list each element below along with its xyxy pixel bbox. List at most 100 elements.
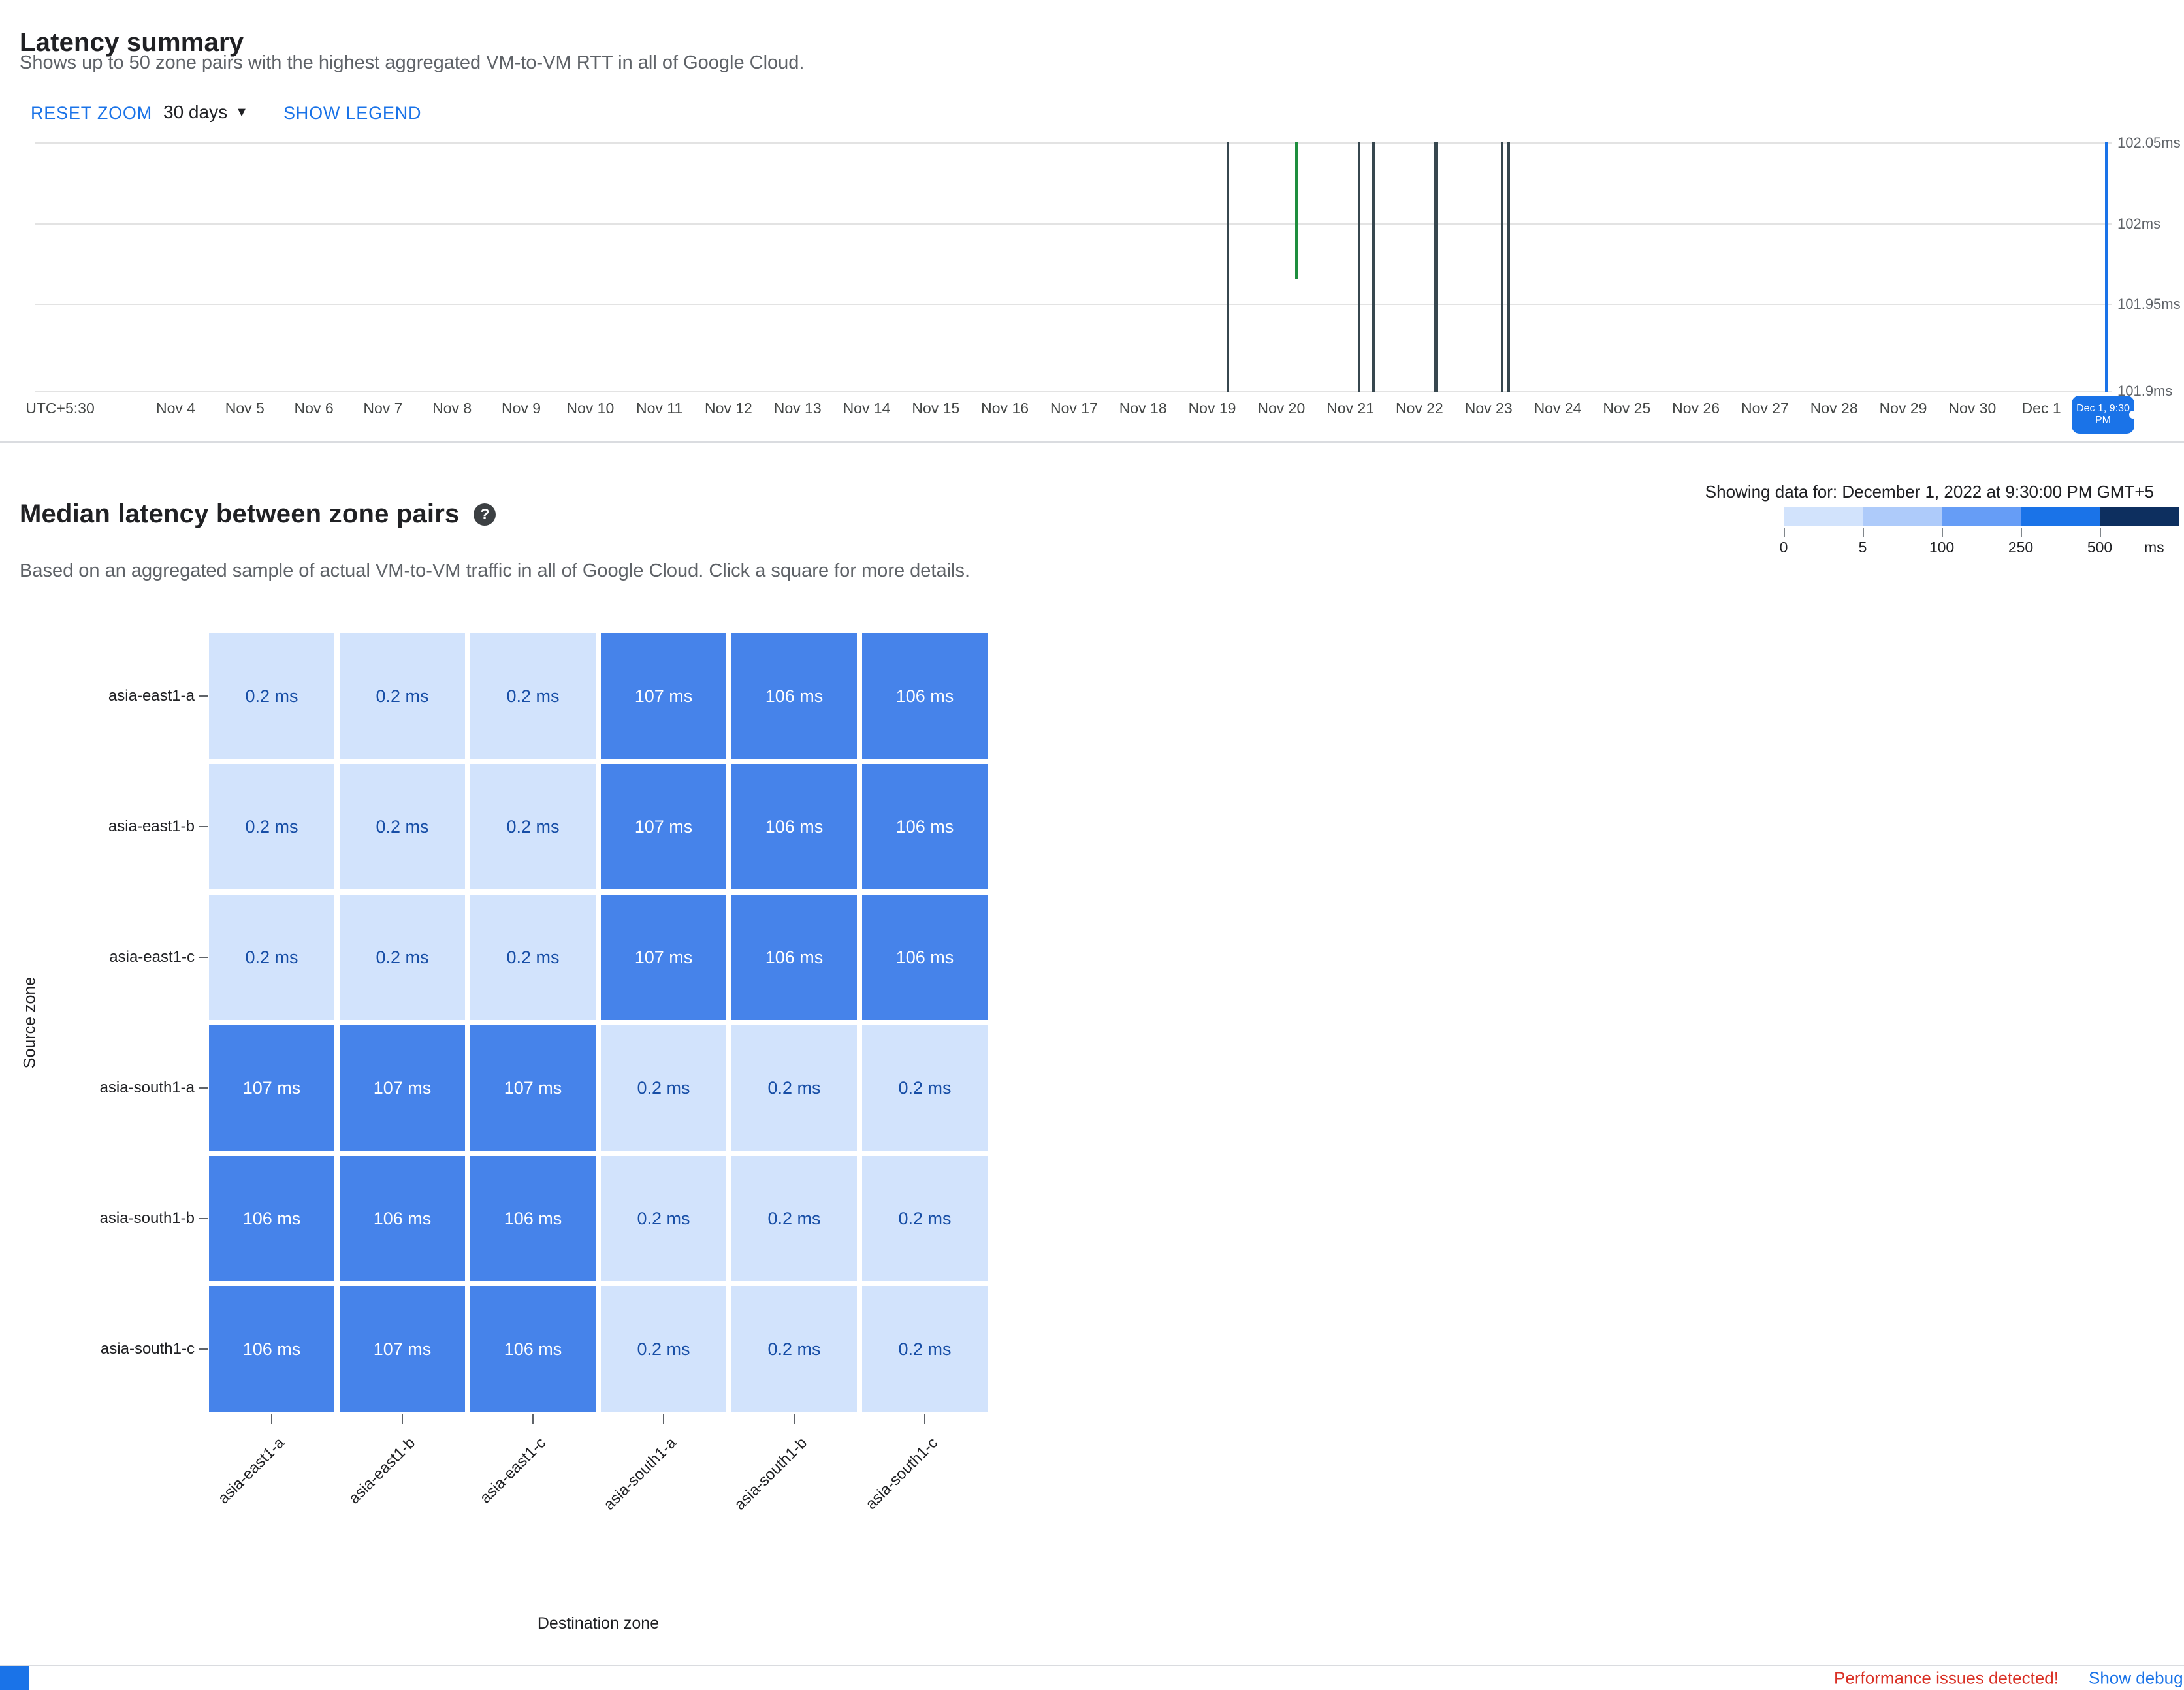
heatmap-cell[interactable]: 106 ms	[731, 633, 857, 759]
x-axis-tick-label: Nov 25	[1603, 400, 1651, 417]
latency-spike	[1434, 142, 1439, 392]
show-debug-panel-link[interactable]: Show debug p	[2089, 1668, 2184, 1688]
heatmap-cell[interactable]: 106 ms	[731, 895, 857, 1020]
help-icon[interactable]: ?	[474, 503, 496, 526]
reset-zoom-button[interactable]: RESET ZOOM	[31, 103, 153, 123]
latency-spike	[1295, 142, 1298, 280]
heatmap-cell[interactable]: 0.2 ms	[340, 895, 465, 1020]
heatmap-cell[interactable]: 0.2 ms	[209, 764, 334, 889]
x-axis-tick-label: Nov 29	[1879, 400, 1927, 417]
latency-time-chart[interactable]	[35, 142, 2112, 392]
x-axis-tick-label: Nov 7	[363, 400, 403, 417]
heatmap-cell[interactable]: 107 ms	[470, 1025, 596, 1151]
y-axis-tick-label: 101.95ms	[2117, 296, 2181, 312]
legend-color-segment	[2021, 507, 2100, 526]
row-label: asia-south1-b	[99, 1209, 195, 1227]
chart-gridline	[35, 142, 2112, 144]
legend-tick-label: 5	[1858, 539, 1867, 556]
latency-spike	[1507, 142, 1510, 392]
latency-spike	[1372, 142, 1375, 392]
heatmap-cell[interactable]: 107 ms	[601, 895, 726, 1020]
legend-tick-label: 100	[1929, 539, 1955, 556]
heatmap-cell[interactable]: 0.2 ms	[862, 1025, 988, 1151]
heatmap-cell[interactable]: 0.2 ms	[470, 895, 596, 1020]
legend-color-segment	[1863, 507, 1942, 526]
legend-tick-label: 500	[2087, 539, 2113, 556]
row-label: asia-east1-a	[108, 687, 195, 705]
heatmap-cell[interactable]: 106 ms	[470, 1156, 596, 1281]
heatmap-cell[interactable]: 0.2 ms	[731, 1025, 857, 1151]
heatmap-cell[interactable]: 0.2 ms	[470, 633, 596, 759]
show-legend-button[interactable]: SHOW LEGEND	[283, 103, 422, 123]
heatmap-cell[interactable]: 0.2 ms	[601, 1286, 726, 1412]
heatmap-cell[interactable]: 0.2 ms	[340, 633, 465, 759]
zone-pair-heatmap: 0.2 ms 0.2 ms 0.2 ms 107 ms 106 ms 106 ms 0.2 …	[209, 633, 988, 1412]
heatmap-cell[interactable]: 0.2 ms	[601, 1025, 726, 1151]
latency-spike	[2105, 142, 2108, 392]
latency-spike	[1227, 142, 1230, 392]
column-tick	[402, 1414, 403, 1424]
heatmap-cell[interactable]: 106 ms	[862, 633, 988, 759]
timezone-label: UTC+5:30	[25, 400, 95, 417]
row-tick	[199, 1087, 208, 1089]
column-label: asia-east1-c	[476, 1434, 550, 1507]
heatmap-cell[interactable]: 107 ms	[601, 633, 726, 759]
x-axis-tick-label: Nov 5	[225, 400, 265, 417]
heatmap-cell[interactable]: 0.2 ms	[340, 764, 465, 889]
heatmap-cell[interactable]: 0.2 ms	[209, 633, 334, 759]
heatmap-cell[interactable]: 106 ms	[862, 895, 988, 1020]
heatmap-cell[interactable]: 106 ms	[209, 1286, 334, 1412]
latency-spike	[1357, 142, 1360, 392]
chart-gridline	[35, 304, 2112, 305]
heatmap-cell[interactable]: 0.2 ms	[601, 1156, 726, 1281]
heatmap-cell[interactable]: 0.2 ms	[862, 1286, 988, 1412]
heatmap-cell[interactable]: 106 ms	[340, 1156, 465, 1281]
heatmap-cell[interactable]: 0.2 ms	[862, 1156, 988, 1281]
heatmap-cell[interactable]: 107 ms	[340, 1286, 465, 1412]
y-axis-tick-label: 102.05ms	[2117, 135, 2181, 151]
heatmap-cell[interactable]: 107 ms	[601, 764, 726, 889]
selected-time-marker[interactable]: Dec 1, 9:30 PM	[2072, 396, 2134, 434]
time-range-dropdown[interactable]: 30 days ▼	[163, 102, 248, 123]
column-tick	[532, 1414, 534, 1424]
heatmap-cell[interactable]: 107 ms	[209, 1025, 334, 1151]
row-tick	[199, 826, 208, 827]
destination-zone-axis-label: Destination zone	[537, 1614, 660, 1633]
column-label: asia-south1-b	[731, 1434, 811, 1514]
row-label: asia-east1-c	[109, 948, 195, 966]
heatmap-cell[interactable]: 106 ms	[731, 764, 857, 889]
heatmap-cell[interactable]: 107 ms	[340, 1025, 465, 1151]
heatmap-cell[interactable]: 106 ms	[470, 1286, 596, 1412]
column-label: asia-east1-a	[214, 1434, 289, 1508]
column-tick	[924, 1414, 925, 1424]
time-range-value: 30 days	[163, 102, 228, 122]
time-marker-handle[interactable]	[2129, 411, 2137, 419]
status-bar: Performance issues detected! Show debug …	[0, 1665, 2184, 1690]
x-axis-tick-label: Nov 12	[704, 400, 752, 417]
showing-data-label: Showing data for: December 1, 2022 at 9:…	[1705, 482, 2154, 502]
x-axis-tick-label: Nov 26	[1672, 400, 1720, 417]
x-axis-tick-label: Nov 19	[1188, 400, 1236, 417]
performance-warning-text: Performance issues detected!	[1834, 1668, 2059, 1688]
heatmap-subtitle: Based on an aggregated sample of actual …	[20, 560, 971, 581]
heatmap-cell[interactable]: 106 ms	[209, 1156, 334, 1281]
x-axis-tick-label: Nov 4	[155, 400, 196, 417]
heatmap-cell[interactable]: 106 ms	[862, 764, 988, 889]
x-axis-tick-label: Nov 10	[566, 400, 615, 417]
row-label: asia-east1-b	[108, 818, 195, 835]
x-axis-tick-label: Nov 11	[636, 400, 683, 417]
selected-time-label: Dec 1, 9:30 PM	[2076, 403, 2130, 426]
y-axis-tick-label: 102ms	[2117, 215, 2161, 232]
column-label: asia-south1-a	[600, 1434, 681, 1514]
x-axis-tick-label: Nov 27	[1741, 400, 1789, 417]
heatmap-cell[interactable]: 0.2 ms	[731, 1286, 857, 1412]
heatmap-cell[interactable]: 0.2 ms	[731, 1156, 857, 1281]
heatmap-cell[interactable]: 0.2 ms	[470, 764, 596, 889]
x-axis-tick-label: Nov 8	[432, 400, 472, 417]
legend-color-segment	[2100, 507, 2179, 526]
x-axis-tick-label: Nov 14	[843, 400, 891, 417]
legend-tick	[2100, 528, 2101, 537]
latency-color-legend: ms 0 5 100 250 500	[1780, 507, 2184, 566]
heatmap-cell[interactable]: 0.2 ms	[209, 895, 334, 1020]
legend-tick	[1863, 528, 1864, 537]
